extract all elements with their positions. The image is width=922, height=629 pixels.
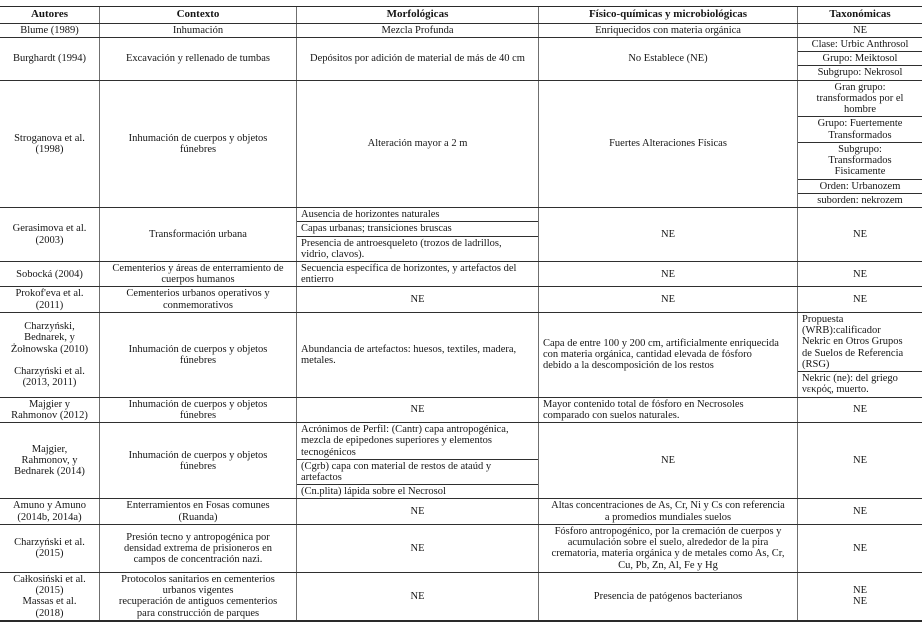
cell-autores: Sobocká (2004) xyxy=(0,261,100,287)
table-body: Blume (1989) Inhumación Mezcla Profunda Enr… xyxy=(0,23,922,620)
subrow-taxonomicas: Grupo: Fuertemente Transformados xyxy=(798,117,922,143)
cell-fisicoquimicas: Enriquecidos con materia orgánica xyxy=(539,23,798,37)
subrow-taxonomicas: Subgrupo: Transformados Fisicamente xyxy=(798,143,922,180)
subrow-taxonomicas: Clase: Urbic Anthrosol xyxy=(798,38,922,53)
table-row: Charzyński et al. (2015) Presión tecno y … xyxy=(0,524,922,573)
subrow-morfologicas: (Cgrb) capa con material de restos de at… xyxy=(297,460,538,486)
cell-fisicoquimicas: No Establece (NE) xyxy=(539,38,798,80)
cell-morfologicas: NE xyxy=(297,572,539,620)
subrow-taxonomicas: Gran grupo: transformados por el hombre xyxy=(798,81,922,118)
cell-autores: Gerasimova et al. (2003) xyxy=(0,208,100,261)
cell-taxonomicas: Gran grupo: transformados por el hombre G… xyxy=(798,81,922,207)
cell-fisicoquimicas: NE xyxy=(539,423,798,499)
cell-taxonomicas: NE xyxy=(853,404,867,416)
cell-fisicoquimicas: NE xyxy=(539,261,798,287)
cell-autores: Majgier, Rahmonov, y Bednarek (2014) xyxy=(0,423,100,499)
cell-morfologicas: Acrónimos de Perfil: (Cantr) capa antrop… xyxy=(297,423,539,499)
cell-contexto: Excavación y rellenado de tumbas xyxy=(100,38,297,80)
cell-morfologicas: Mezcla Profunda xyxy=(297,23,539,37)
cell-taxonomicas: Propuesta (WRB):calificador Nekric en Ot… xyxy=(798,313,922,397)
subrow-morfologicas: (Cn.plita) lápida sobre el Necrosol xyxy=(301,486,446,498)
column-header-contexto: Contexto xyxy=(100,7,297,23)
table-row: Amuno y Amuno (2014b, 2014a) Enterramient… xyxy=(0,499,922,525)
cell-contexto: Inhumación de cuerpos y objetos fúnebres xyxy=(100,397,297,423)
column-header-morfologicas: Morfológicas xyxy=(297,7,539,23)
cell-contexto: Inhumación xyxy=(100,23,297,37)
cell-contexto: Presión tecno y antropogénica por densid… xyxy=(100,524,297,572)
cell-fisicoquimicas: NE xyxy=(539,208,798,261)
cell-autores: Całkosiński et al. (2015) Massas et al. … xyxy=(0,572,100,620)
subrow-morfologicas: Capas urbanas; transiciones bruscas xyxy=(297,222,538,237)
cell-morfologicas: NE xyxy=(297,287,539,312)
cell-fisicoquimicas: Fuertes Alteraciones Físicas xyxy=(539,80,798,208)
subrow-taxonomicas: Subgrupo: Nekrosol xyxy=(817,67,903,79)
table-row: Charzyński, Bednarek, y Żołnowska (2010)… xyxy=(0,312,922,398)
cell-taxonomicas: NE xyxy=(853,542,867,554)
cell-morfologicas: NE xyxy=(297,397,539,423)
cell-taxonomicas: NE xyxy=(853,506,867,518)
cell-fisicoquimicas: Mayor contenido total de fósforo en Necr… xyxy=(539,397,798,423)
cell-contexto: Inhumación de cuerpos y objetos fúnebres xyxy=(100,312,297,397)
cell-taxonomicas: Clase: Urbic Anthrosol Grupo: Meiktosol Su… xyxy=(798,38,922,80)
cell-morfologicas: Secuencia específica de horizontes, y ar… xyxy=(297,261,539,287)
table-header-row: Autores Contexto Morfológicas Físico-químic… xyxy=(0,7,922,24)
cell-autores: Burghardt (1994) xyxy=(0,38,100,80)
subrow-taxonomicas: Nekric (ne): del griego νεκρός, muerto. xyxy=(802,373,898,396)
table-row: Całkosiński et al. (2015) Massas et al. … xyxy=(0,572,922,620)
cell-contexto: Inhumación de cuerpos y objetos fúnebres xyxy=(100,423,297,499)
cell-taxonomicas: NE xyxy=(853,268,867,280)
table-row: Sobocká (2004) Cementerios y áreas de ent… xyxy=(0,261,922,288)
cell-contexto: Protocolos sanitarios en cementerios urb… xyxy=(100,572,297,620)
table-row: Majgier, Rahmonov, y Bednarek (2014) Inhu… xyxy=(0,423,922,500)
subrow-taxonomicas: Propuesta (WRB):calificador Nekric en Ot… xyxy=(798,313,922,373)
cell-fisicoquimicas: Capa de entre 100 y 200 cm, artificialme… xyxy=(539,312,798,397)
table-row: Gerasimova et al. (2003) Transformación u… xyxy=(0,208,922,262)
cell-contexto: Enterramientos en Fosas comunes (Ruanda) xyxy=(100,499,297,524)
subrow-taxonomicas: Orden: Urbanozem xyxy=(798,180,922,194)
cell-taxonomicas: NE NE xyxy=(853,585,867,608)
subrow-morfologicas: Acrónimos de Perfil: (Cantr) capa antrop… xyxy=(297,423,538,460)
subrow-morfologicas: Presencia de antroesqueleto (trozos de l… xyxy=(301,237,502,260)
cell-autores: Stroganova et al. (1998) xyxy=(0,80,100,208)
cell-autores: Blume (1989) xyxy=(0,23,100,37)
cell-morfologicas: Abundancia de artefactos: huesos, textil… xyxy=(297,312,539,397)
subrow-taxonomicas: Grupo: Meiktosol xyxy=(798,52,922,67)
table-row: Majgier y Rahmonov (2012) Inhumación de c… xyxy=(0,397,922,424)
cell-morfologicas: Ausencia de horizontes naturales Capas ur… xyxy=(297,208,539,261)
table-row: Stroganova et al. (1998) Inhumación de cu… xyxy=(0,80,922,209)
cell-morfologicas: NE xyxy=(297,499,539,524)
cell-morfologicas: NE xyxy=(297,524,539,572)
cell-autores: Charzyński, Bednarek, y Żołnowska (2010)… xyxy=(0,312,100,397)
subrow-morfologicas: Ausencia de horizontes naturales xyxy=(297,208,538,223)
cell-autores: Charzyński et al. (2015) xyxy=(0,524,100,572)
cell-autores: Prokof'eva et al. (2011) xyxy=(0,287,100,312)
cell-taxonomicas: NE xyxy=(853,455,867,467)
cell-contexto: Inhumación de cuerpos y objetos fúnebres xyxy=(100,80,297,208)
table-row: Prokof'eva et al. (2011) Cementerios urba… xyxy=(0,287,922,313)
cell-taxonomicas: NE xyxy=(853,294,867,306)
cell-contexto: Cementerios y áreas de enterramiento de … xyxy=(100,261,297,287)
column-header-taxonomicas: Taxonómicas xyxy=(829,8,891,20)
cell-autores: Amuno y Amuno (2014b, 2014a) xyxy=(0,499,100,524)
table-row: Blume (1989) Inhumación Mezcla Profunda Enr… xyxy=(0,23,922,38)
citation-paragraph: Charzyński, Bednarek, y Żołnowska (2010) xyxy=(10,321,89,355)
cell-autores: Majgier y Rahmonov (2012) xyxy=(0,397,100,423)
citation-paragraph: Charzyński et al. (2013, 2011) xyxy=(14,365,85,389)
cell-morfologicas: Depósitos por adición de material de más… xyxy=(297,38,539,80)
column-header-autores: Autores xyxy=(0,7,100,23)
subrow-taxonomicas: suborden: nekrozem xyxy=(817,194,903,206)
cell-fisicoquimicas: Presencia de patógenos bacterianos xyxy=(539,572,798,620)
table-row: Burghardt (1994) Excavación y rellenado d… xyxy=(0,38,922,81)
necrosols-comparison-table: Autores Contexto Morfológicas Físico-químic… xyxy=(0,6,922,622)
cell-fisicoquimicas: Fósforo antropogénico, por la cremación … xyxy=(539,524,798,572)
cell-fisicoquimicas: NE xyxy=(539,287,798,312)
cell-morfologicas: Alteración mayor a 2 m xyxy=(297,80,539,208)
cell-fisicoquimicas: Altas concentraciones de As, Cr, Ni y Cs… xyxy=(539,499,798,524)
cell-contexto: Cementerios urbanos operativos y conmemo… xyxy=(100,287,297,312)
cell-taxonomicas: NE xyxy=(853,228,867,240)
cell-taxonomicas: NE xyxy=(853,24,867,36)
cell-contexto: Transformación urbana xyxy=(100,208,297,261)
column-header-fisicoquimicas: Físico-químicas y microbiológicas xyxy=(539,7,798,23)
